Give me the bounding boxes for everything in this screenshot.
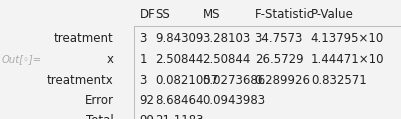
Text: Total: Total [86,114,113,119]
Text: P-Value: P-Value [311,8,354,21]
Text: MS: MS [203,8,220,21]
Text: 3: 3 [140,74,147,87]
Text: 0.0273686: 0.0273686 [203,74,266,87]
Text: treatmentx: treatmentx [47,74,113,87]
Text: 0.0821057: 0.0821057 [156,74,219,87]
Text: 1.44471×10: 1.44471×10 [311,53,384,66]
Text: 92: 92 [140,94,154,107]
Text: 3: 3 [140,32,147,45]
Text: 9.84309: 9.84309 [156,32,204,45]
Text: 8.68464: 8.68464 [156,94,204,107]
Text: SS: SS [156,8,170,21]
Text: 2.50844: 2.50844 [156,53,204,66]
Text: 0.289926: 0.289926 [255,74,311,87]
Text: Error: Error [85,94,113,107]
Text: 0.832571: 0.832571 [311,74,367,87]
Text: treatment: treatment [54,32,113,45]
Text: x: x [107,53,113,66]
Text: 26.5729: 26.5729 [255,53,303,66]
Text: 99: 99 [140,114,154,119]
Text: 1: 1 [140,53,147,66]
Text: Out[◦]=: Out[◦]= [2,55,42,64]
Text: F-Statistic: F-Statistic [255,8,314,21]
Text: 4.13795×10: 4.13795×10 [311,32,384,45]
Text: 3.28103: 3.28103 [203,32,251,45]
Text: 21.1183: 21.1183 [156,114,204,119]
Text: 0.0943983: 0.0943983 [203,94,265,107]
Text: DF: DF [140,8,155,21]
Text: 34.7573: 34.7573 [255,32,303,45]
Text: 2.50844: 2.50844 [203,53,251,66]
